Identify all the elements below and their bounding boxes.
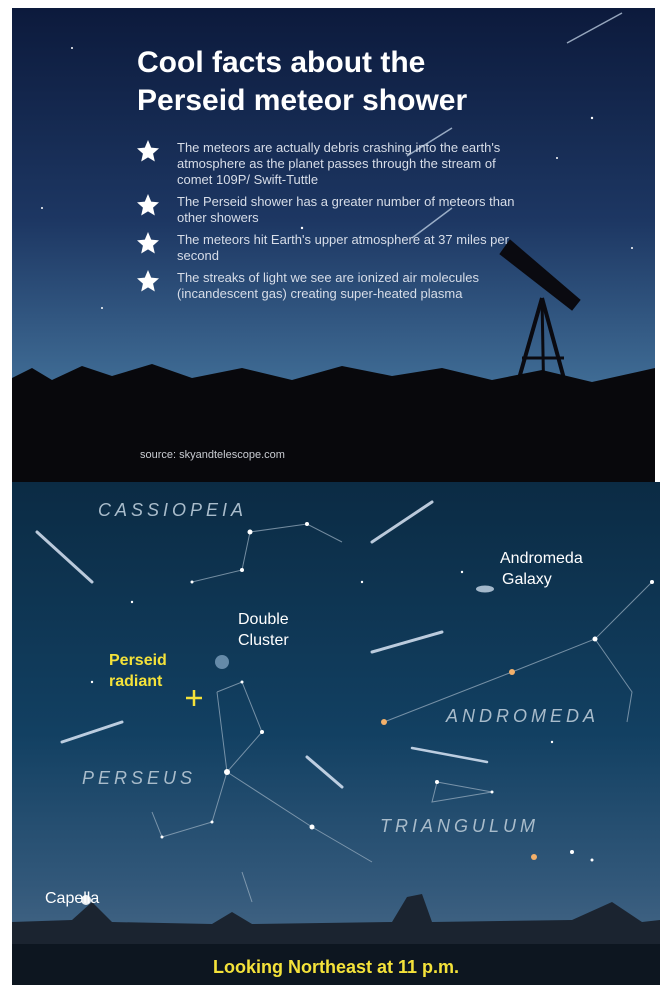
label: Perseid radiant (109, 650, 167, 692)
label-line: Perseid (109, 650, 167, 671)
star-icon (137, 270, 159, 292)
grass (12, 364, 655, 482)
label-line: radiant (109, 671, 167, 692)
radiant-marker (186, 690, 202, 706)
fact: The meteors are actually debris crashing… (137, 140, 517, 188)
title-line: Perseid meteor shower (137, 82, 467, 120)
fact: The Perseid shower has a greater number … (137, 194, 517, 226)
fact-text: The meteors hit Earth's upper atmosphere… (177, 232, 509, 263)
fact-text: The Perseid shower has a greater number … (177, 194, 514, 225)
title-line: Cool facts about the (137, 44, 467, 82)
label: Double Cluster (238, 609, 289, 651)
star-icon (137, 232, 159, 254)
fact-text: The streaks of light we see are ionized … (177, 270, 479, 301)
star-icon (137, 194, 159, 216)
label-line: Andromeda (500, 548, 583, 569)
title: Cool facts about the Perseid meteor show… (137, 44, 467, 120)
star-icon (137, 140, 159, 162)
facts-list: The meteors are actually debris crashing… (137, 140, 517, 308)
constellation-label: ANDROMEDA (446, 706, 599, 727)
fact-text: The meteors are actually debris crashing… (177, 140, 500, 187)
orange-star (381, 719, 387, 725)
constellation-label: CASSIOPEIA (98, 500, 247, 521)
source: source: skyandtelescope.com (140, 449, 285, 461)
double-cluster (215, 655, 229, 669)
label-line: Galaxy (500, 569, 583, 590)
constellation-label: PERSEUS (82, 768, 196, 789)
fact: The meteors hit Earth's upper atmosphere… (137, 232, 517, 264)
label-line: Cluster (238, 630, 289, 651)
orange-star (531, 854, 537, 860)
constellation-label: TRIANGULUM (380, 816, 539, 837)
galaxy (476, 586, 494, 593)
label: Andromeda Galaxy (500, 548, 583, 590)
caption: Looking Northeast at 11 p.m. (12, 957, 660, 978)
facts-panel: Cool facts about the Perseid meteor show… (12, 8, 655, 482)
label: Capella (45, 888, 99, 909)
sky-map: CASSIOPEIA Andromeda Galaxy Double Clust… (12, 482, 660, 985)
fact: The streaks of light we see are ionized … (137, 270, 517, 302)
label-line: Double (238, 609, 289, 630)
orange-star (509, 669, 515, 675)
page: Cool facts about the Perseid meteor show… (0, 0, 665, 992)
